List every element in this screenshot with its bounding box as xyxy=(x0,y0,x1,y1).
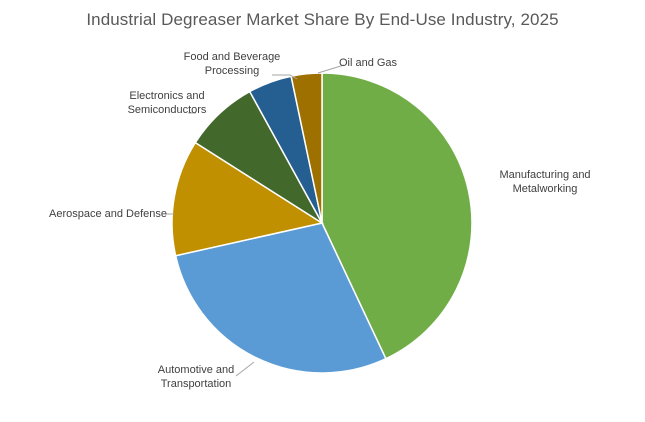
slice-label: Food and Beverage Processing xyxy=(184,51,281,77)
pie-slice-manufacturing-and-metalworking xyxy=(321,72,473,360)
pie-slice-aerospace-and-defense xyxy=(171,141,324,257)
slice-label: Manufacturing and Metalworking xyxy=(499,169,590,195)
pie-slice-automotive-and-transportation xyxy=(174,222,387,374)
slice-label: Automotive and Transportation xyxy=(158,364,234,390)
slice-label: Oil and Gas xyxy=(339,57,398,69)
slice-label: Electronics and Semiconductors xyxy=(128,90,207,116)
leader-line xyxy=(317,64,345,74)
slice-label: Aerospace and Defense xyxy=(49,208,167,220)
leader-line xyxy=(235,361,255,377)
chart-title: Industrial Degreaser Market Share By End… xyxy=(86,10,559,29)
leader-line xyxy=(272,74,298,80)
